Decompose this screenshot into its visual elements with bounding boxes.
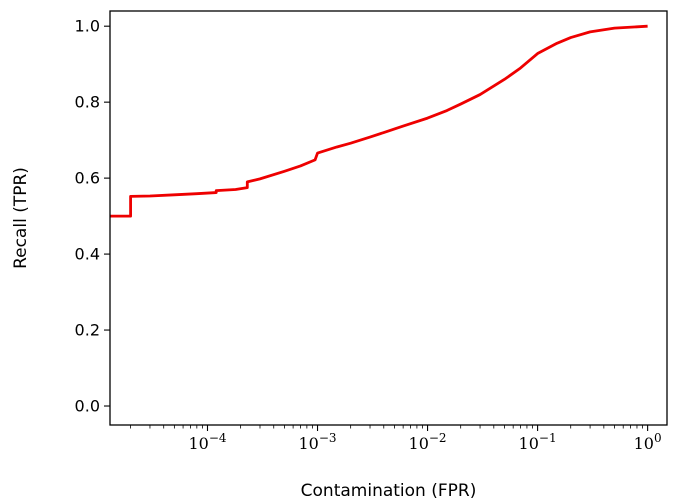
tick-layer: 10−4 10−3 10−2 10−1 100 0.0 0.2 0.4 0.6 0.8 1.0: [75, 17, 662, 453]
x-tick-label: 10−1: [519, 431, 557, 453]
y-tick-label: 1.0: [75, 17, 100, 36]
y-tick-label: 0.4: [75, 245, 100, 264]
y-tick-label: 0.2: [75, 321, 100, 340]
curve-layer: [110, 24, 648, 218]
recall-curve-line: [110, 24, 648, 218]
y-axis-label: Recall (TPR): [11, 167, 31, 269]
y-tick-label: 0.6: [75, 169, 100, 188]
x-tick-label: 100: [634, 431, 662, 453]
x-tick-label: 10−3: [298, 431, 336, 453]
x-axis-label: Contamination (FPR): [301, 481, 477, 501]
y-tick-label: 0.8: [75, 93, 100, 112]
plot-background: [110, 11, 667, 425]
plot-frame: [109, 10, 668, 426]
y-tick-label: 0.0: [75, 397, 100, 416]
x-tick-label: 10−4: [188, 431, 226, 453]
x-tick-label: 10−2: [409, 431, 447, 453]
